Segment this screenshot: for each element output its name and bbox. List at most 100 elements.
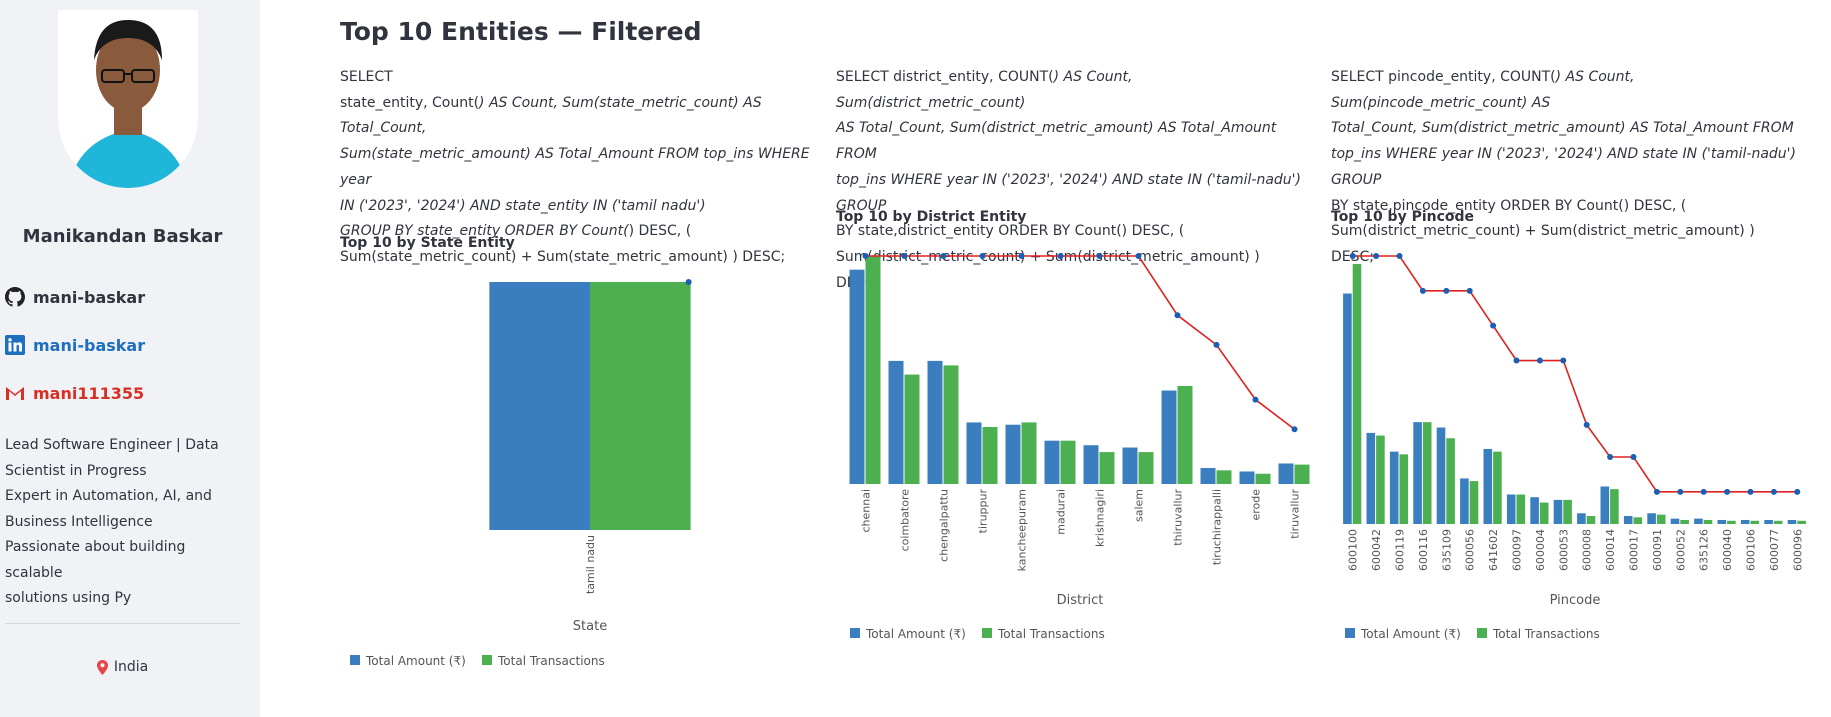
- bar-transactions[interactable]: [1294, 464, 1310, 484]
- trend-point[interactable]: [1396, 253, 1403, 259]
- trend-point[interactable]: [1724, 488, 1731, 495]
- bar-transactions[interactable]: [590, 282, 691, 530]
- bar-amount[interactable]: [1670, 518, 1680, 524]
- bar-amount[interactable]: [1764, 519, 1773, 524]
- bar-transactions[interactable]: [1469, 481, 1479, 524]
- legend-label-amount[interactable]: Total Amount (₹): [365, 654, 466, 668]
- bar-transactions[interactable]: [943, 365, 959, 484]
- bar-amount[interactable]: [966, 422, 982, 484]
- bar-amount[interactable]: [1506, 494, 1516, 524]
- bar-amount[interactable]: [1083, 445, 1099, 484]
- trend-point[interactable]: [1677, 488, 1684, 495]
- bar-transactions[interactable]: [1446, 438, 1455, 524]
- bar-amount[interactable]: [1200, 468, 1216, 484]
- legend-label-amount[interactable]: Total Amount (₹): [1360, 627, 1461, 641]
- trend-point[interactable]: [685, 279, 692, 285]
- legend-label-transactions[interactable]: Total Transactions: [497, 654, 605, 668]
- trend-point[interactable]: [1700, 488, 1707, 495]
- bar-transactions[interactable]: [1727, 520, 1736, 524]
- trend-point[interactable]: [1653, 488, 1660, 495]
- bar-amount[interactable]: [1044, 440, 1060, 484]
- trend-point[interactable]: [901, 253, 908, 259]
- bar-transactions[interactable]: [1797, 520, 1806, 524]
- bar-amount[interactable]: [1553, 499, 1563, 524]
- trend-point[interactable]: [1135, 253, 1142, 259]
- trend-point[interactable]: [940, 253, 947, 259]
- bar-amount[interactable]: [1436, 427, 1446, 524]
- trend-point[interactable]: [1213, 341, 1220, 348]
- bar-amount[interactable]: [1413, 422, 1422, 524]
- bar-amount[interactable]: [1787, 519, 1797, 524]
- trend-point[interactable]: [1490, 322, 1497, 329]
- trend-point[interactable]: [1174, 312, 1181, 319]
- bar-amount[interactable]: [1278, 463, 1294, 484]
- bar-transactions[interactable]: [1376, 435, 1385, 524]
- trend-point[interactable]: [1291, 426, 1298, 433]
- trend-point[interactable]: [1536, 357, 1543, 364]
- bar-transactions[interactable]: [1255, 473, 1271, 484]
- bar-amount[interactable]: [1389, 451, 1399, 524]
- bar-transactions[interactable]: [1750, 520, 1760, 524]
- legend-label-transactions[interactable]: Total Transactions: [1492, 627, 1600, 641]
- bar-amount[interactable]: [849, 269, 865, 484]
- trend-point[interactable]: [1018, 253, 1025, 259]
- bar-transactions[interactable]: [1099, 452, 1115, 484]
- bar-amount[interactable]: [489, 282, 590, 530]
- bar-transactions[interactable]: [1586, 515, 1596, 524]
- trend-point[interactable]: [1466, 287, 1473, 294]
- bar-amount[interactable]: [1740, 519, 1750, 524]
- bar-transactions[interactable]: [1138, 452, 1154, 484]
- gmail-link[interactable]: mani111355: [5, 383, 144, 403]
- trend-point[interactable]: [862, 253, 869, 259]
- bar-transactions[interactable]: [865, 256, 881, 484]
- bar-transactions[interactable]: [1633, 517, 1643, 524]
- bar-amount[interactable]: [1577, 513, 1586, 524]
- bar-amount[interactable]: [1343, 293, 1352, 524]
- bar-transactions[interactable]: [1539, 502, 1549, 524]
- bar-transactions[interactable]: [1422, 422, 1432, 524]
- bar-transactions[interactable]: [904, 374, 920, 484]
- bar-transactions[interactable]: [1680, 519, 1689, 524]
- bar-amount[interactable]: [1600, 486, 1610, 524]
- bar-amount[interactable]: [1460, 478, 1469, 524]
- trend-point[interactable]: [1373, 253, 1380, 259]
- bar-amount[interactable]: [1366, 432, 1376, 524]
- trend-point[interactable]: [1096, 253, 1103, 259]
- bar-transactions[interactable]: [1610, 489, 1619, 524]
- bar-transactions[interactable]: [1516, 494, 1526, 524]
- bar-amount[interactable]: [1161, 390, 1177, 484]
- trend-point[interactable]: [1443, 287, 1450, 294]
- trend-point[interactable]: [1057, 253, 1064, 259]
- bar-amount[interactable]: [1122, 447, 1138, 484]
- bar-amount[interactable]: [1483, 448, 1493, 524]
- bar-amount[interactable]: [1239, 471, 1255, 484]
- bar-transactions[interactable]: [1021, 422, 1037, 484]
- bar-amount[interactable]: [1717, 519, 1727, 524]
- bar-transactions[interactable]: [1703, 519, 1713, 524]
- bar-transactions[interactable]: [1656, 514, 1666, 524]
- bar-amount[interactable]: [888, 360, 904, 484]
- trend-point[interactable]: [1419, 287, 1426, 294]
- bar-transactions[interactable]: [1177, 385, 1193, 484]
- bar-transactions[interactable]: [1773, 520, 1783, 524]
- bar-amount[interactable]: [1005, 424, 1021, 484]
- bar-transactions[interactable]: [1563, 499, 1572, 524]
- trend-point[interactable]: [1560, 357, 1567, 364]
- bar-transactions[interactable]: [1399, 454, 1409, 524]
- trend-point[interactable]: [1747, 488, 1754, 495]
- bar-amount[interactable]: [1647, 513, 1656, 524]
- trend-point[interactable]: [1607, 454, 1614, 460]
- trend-point[interactable]: [1349, 253, 1356, 259]
- linkedin-link[interactable]: mani-baskar: [5, 335, 145, 355]
- bar-amount[interactable]: [1530, 497, 1539, 524]
- trend-point[interactable]: [1513, 357, 1520, 364]
- bar-transactions[interactable]: [982, 427, 998, 484]
- trend-point[interactable]: [1630, 454, 1637, 460]
- trend-point[interactable]: [1794, 488, 1801, 495]
- bar-amount[interactable]: [1694, 518, 1703, 524]
- trend-point[interactable]: [1770, 488, 1777, 495]
- bar-transactions[interactable]: [1352, 264, 1362, 524]
- trend-point[interactable]: [979, 253, 986, 259]
- trend-point[interactable]: [1252, 396, 1259, 403]
- bar-transactions[interactable]: [1060, 440, 1076, 484]
